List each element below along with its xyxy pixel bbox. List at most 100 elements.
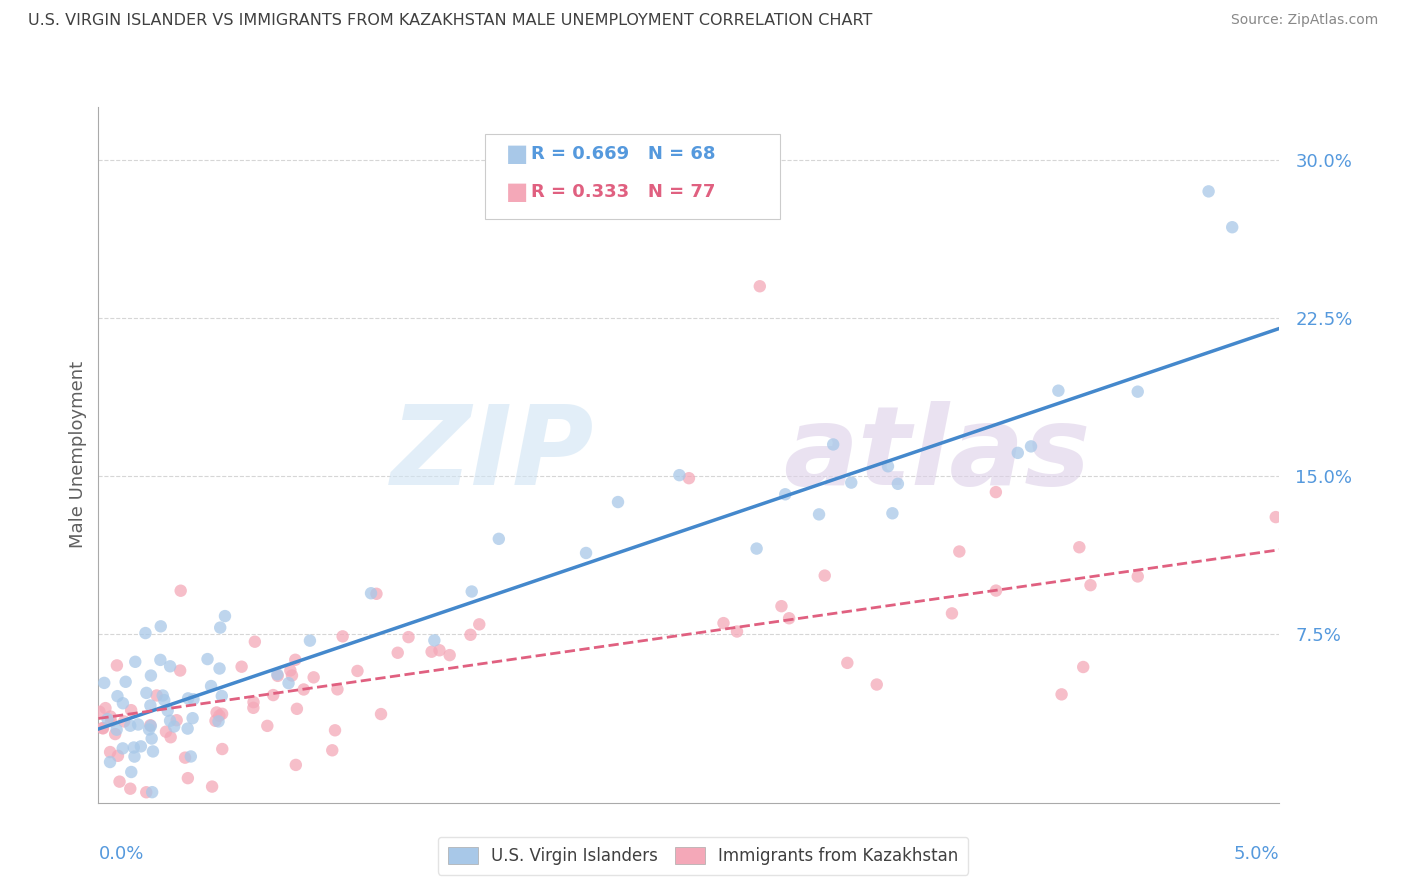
Point	[1126, 569, 1149, 583]
Text: 0.0%: 0.0%	[98, 845, 143, 863]
Point	[107, 748, 129, 763]
Point	[387, 646, 409, 660]
Point	[460, 628, 482, 642]
Point	[159, 731, 181, 745]
Point	[725, 624, 748, 639]
Point	[984, 485, 1007, 500]
Legend: U.S. Virgin Islanders, Immigrants from Kazakhstan: U.S. Virgin Islanders, Immigrants from K…	[437, 837, 969, 875]
Point	[1220, 220, 1243, 235]
Point	[94, 701, 117, 715]
Point	[366, 587, 388, 601]
Point	[142, 744, 165, 758]
Point	[127, 717, 149, 731]
Point	[105, 658, 128, 673]
Point	[98, 755, 121, 769]
Point	[163, 719, 186, 733]
Point	[211, 689, 233, 703]
Point	[93, 676, 115, 690]
Point	[177, 771, 200, 785]
Point	[180, 749, 202, 764]
Point	[882, 506, 904, 520]
Point	[984, 583, 1007, 598]
Point	[208, 661, 231, 675]
Point	[98, 745, 121, 759]
Point	[177, 691, 200, 706]
Point	[242, 701, 264, 715]
Point	[420, 645, 443, 659]
Point	[866, 677, 889, 691]
Point	[1080, 578, 1102, 592]
Point	[91, 721, 114, 735]
Point	[837, 656, 859, 670]
Point	[96, 712, 118, 726]
Point	[108, 774, 131, 789]
Point	[607, 495, 630, 509]
Point	[201, 780, 224, 794]
Point	[877, 459, 900, 474]
Point	[120, 719, 142, 733]
Point	[256, 719, 278, 733]
Point	[111, 741, 134, 756]
Point	[1198, 185, 1220, 199]
Point	[814, 568, 837, 582]
Point	[360, 586, 382, 600]
Point	[139, 698, 162, 713]
Point	[169, 664, 191, 678]
Point	[159, 714, 181, 728]
Text: R = 0.669   N = 68: R = 0.669 N = 68	[531, 145, 716, 163]
Point	[439, 648, 461, 662]
Point	[941, 607, 963, 621]
Point	[575, 546, 598, 560]
Point	[139, 718, 162, 732]
Point	[183, 692, 205, 706]
Point	[114, 674, 136, 689]
Point	[1047, 384, 1070, 398]
Point	[1019, 439, 1042, 453]
Point	[139, 719, 162, 733]
Point	[100, 714, 122, 729]
Point	[948, 544, 970, 558]
Point	[129, 739, 152, 754]
Point	[332, 629, 354, 643]
Point	[141, 731, 163, 746]
Point	[326, 682, 349, 697]
Point	[429, 643, 451, 657]
Point	[197, 652, 219, 666]
Point	[346, 664, 368, 678]
Point	[292, 682, 315, 697]
Point	[91, 721, 114, 735]
Point	[205, 706, 228, 720]
Point	[159, 659, 181, 673]
Point	[135, 686, 157, 700]
Point	[124, 749, 146, 764]
Point	[243, 634, 266, 648]
Point	[773, 487, 796, 501]
Point	[267, 669, 290, 683]
Point	[149, 619, 172, 633]
Point	[149, 653, 172, 667]
Point	[120, 764, 142, 779]
Point	[209, 621, 232, 635]
Point	[266, 667, 288, 681]
Point	[111, 696, 134, 710]
Point	[277, 676, 299, 690]
Point	[208, 708, 231, 723]
Point	[176, 722, 198, 736]
Point	[302, 670, 325, 684]
Point	[1071, 660, 1094, 674]
Point	[713, 616, 735, 631]
Point	[231, 659, 253, 673]
Point	[104, 727, 127, 741]
Point	[423, 633, 446, 648]
Point	[112, 714, 135, 729]
Point	[284, 653, 307, 667]
Point	[468, 617, 491, 632]
Point	[1007, 446, 1029, 460]
Point	[138, 723, 160, 737]
Point	[808, 508, 831, 522]
Point	[120, 703, 142, 717]
Point	[153, 693, 176, 707]
Point	[100, 709, 122, 723]
Text: ■: ■	[506, 143, 529, 166]
Point	[748, 279, 770, 293]
